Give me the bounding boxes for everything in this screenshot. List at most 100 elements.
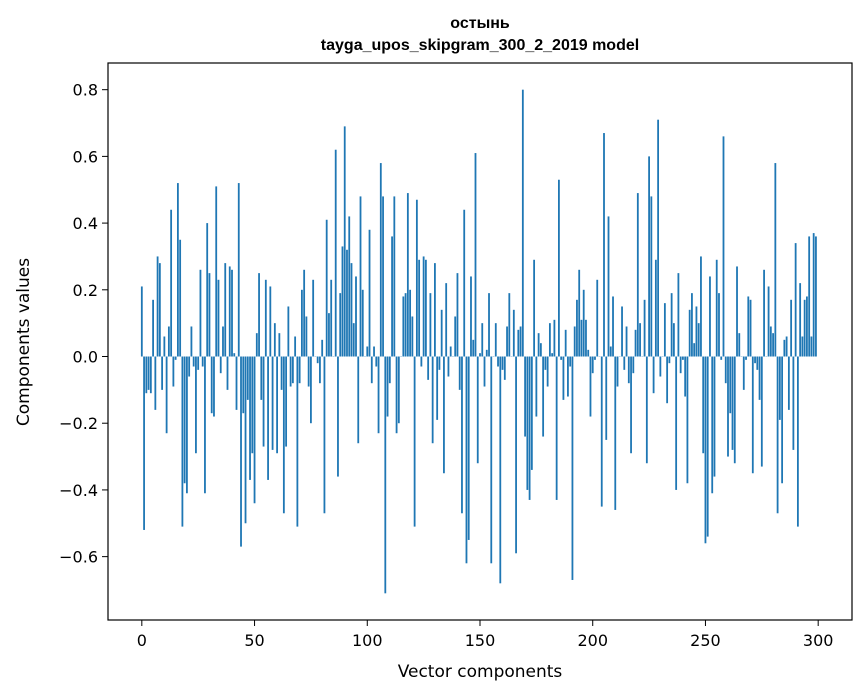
bar-159	[499, 356, 502, 584]
bar-48	[249, 356, 251, 480]
bar-87	[337, 356, 339, 477]
bar-269	[747, 296, 750, 357]
bar-13	[170, 209, 173, 357]
bar-78	[316, 356, 319, 364]
bar-196	[582, 289, 585, 357]
bar-146	[470, 276, 472, 357]
bar-201	[594, 356, 596, 360]
bar-128	[429, 293, 432, 357]
bar-73	[305, 316, 308, 357]
bar-127	[427, 356, 430, 380]
bar-79	[319, 356, 321, 384]
bar-36	[222, 326, 224, 357]
bar-280	[772, 333, 774, 357]
bar-292	[799, 283, 802, 357]
bar-248	[700, 256, 702, 357]
bar-116	[402, 296, 405, 357]
bar-65	[287, 306, 290, 357]
bar-260	[727, 356, 729, 457]
bar-230	[659, 356, 662, 377]
bar-122	[415, 199, 418, 357]
bar-256	[718, 293, 720, 357]
bar-223	[643, 299, 646, 357]
bar-16	[176, 183, 179, 357]
bar-174	[533, 259, 536, 357]
bar-265	[738, 333, 741, 357]
bar-8	[158, 263, 161, 357]
bar-259	[724, 356, 727, 384]
x-tick-label: 150	[465, 631, 496, 650]
bar-105	[377, 356, 380, 434]
bar-195	[580, 319, 583, 357]
bar-271	[751, 356, 754, 474]
bar-168	[519, 326, 522, 357]
bar-218	[632, 356, 635, 374]
bar-120	[411, 316, 414, 357]
bar-204	[600, 356, 603, 507]
bar-255	[715, 259, 718, 357]
bar-125	[422, 256, 425, 357]
bar-290	[794, 243, 797, 357]
bar-192	[573, 326, 576, 357]
bar-76	[312, 279, 315, 357]
bar-267	[742, 356, 745, 390]
bar-296	[808, 236, 811, 357]
bar-272	[754, 356, 756, 364]
bar-135	[445, 283, 448, 357]
bar-0	[140, 286, 143, 357]
bar-220	[636, 193, 639, 357]
bar-206	[605, 356, 608, 440]
bar-94	[352, 323, 355, 357]
bar-64	[285, 356, 288, 447]
bar-279	[769, 326, 772, 357]
bar-299	[815, 236, 817, 357]
bar-165	[512, 309, 515, 357]
bar-285	[783, 339, 786, 357]
bar-15	[174, 356, 177, 360]
bar-39	[228, 266, 231, 357]
bar-241	[684, 356, 687, 397]
bar-158	[497, 356, 499, 367]
bar-7	[156, 256, 159, 357]
bar-126	[424, 259, 427, 357]
bar-59	[273, 323, 276, 357]
bar-69	[296, 356, 299, 527]
bar-117	[404, 293, 407, 357]
bar-118	[406, 193, 409, 357]
bar-197	[585, 319, 587, 357]
bar-198	[587, 349, 590, 357]
bar-144	[465, 356, 468, 564]
bar-221	[639, 323, 641, 357]
bar-43	[237, 183, 240, 357]
bar-154	[488, 293, 490, 357]
bar-9	[161, 356, 164, 390]
bar-113	[395, 356, 398, 434]
bar-153	[485, 349, 488, 357]
bar-142	[461, 356, 463, 514]
bar-251	[706, 356, 709, 537]
y-tick-label: −0.6	[59, 548, 98, 567]
bar-41	[233, 353, 236, 357]
bar-46	[244, 356, 247, 524]
bar-21	[188, 356, 191, 377]
bar-215	[625, 326, 628, 357]
y-tick-label: 0.4	[73, 214, 98, 233]
bar-129	[431, 356, 434, 444]
bar-10	[163, 336, 166, 357]
bar-224	[645, 356, 648, 464]
bar-61	[278, 333, 281, 357]
bar-4	[149, 356, 152, 394]
bar-12	[167, 326, 170, 357]
bar-83	[328, 313, 330, 357]
bar-27	[201, 356, 204, 367]
bar-287	[787, 356, 790, 410]
bar-216	[627, 356, 630, 384]
bar-17	[179, 239, 182, 357]
bar-106	[379, 163, 382, 357]
bar-31	[210, 356, 213, 414]
bar-200	[591, 356, 594, 374]
bar-213	[621, 306, 623, 357]
bar-244	[691, 293, 693, 357]
bar-20	[186, 356, 188, 494]
bar-276	[763, 269, 765, 357]
